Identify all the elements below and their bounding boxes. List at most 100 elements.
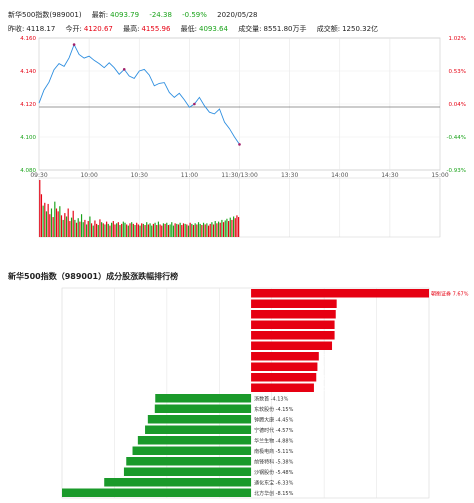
volume-bar: [55, 208, 58, 237]
volume-bar: [139, 225, 141, 237]
price-tick-left: 4.120: [20, 102, 36, 108]
ranking-bar: [62, 488, 252, 497]
ranking-bar: [126, 457, 252, 466]
volume-bar: [137, 224, 139, 237]
ranking-bar-label: 湘鼎股份 3.6%: [337, 322, 372, 329]
volume-bar: [67, 208, 69, 237]
volume-bar: [189, 222, 191, 237]
time-tick-label: 14:00: [331, 172, 348, 179]
price-line: [38, 43, 240, 145]
low-label: 最低:: [180, 25, 197, 33]
ranking-bar-label: 通化东宝 -6.33%: [254, 480, 294, 487]
price-line-layer: [38, 43, 241, 146]
volume-bar: [40, 194, 43, 237]
price-marker: [122, 68, 126, 71]
volume-bar: [152, 223, 154, 237]
ranking-bar: [251, 310, 336, 319]
ranking-bar-label: 木林森 3.6%: [337, 333, 367, 340]
volume-bar: [104, 224, 106, 237]
volume-bar: [194, 223, 196, 237]
volume-bar: [87, 221, 89, 237]
ranking-bar-label: 东方明珠 2.71%: [316, 385, 354, 392]
volume-bar: [226, 218, 228, 237]
ranking-bar-label: 山西汾酒 2.86%: [319, 364, 357, 371]
ranking-bar: [145, 425, 252, 434]
volume-bar: [191, 223, 193, 237]
volume-bar: [134, 225, 136, 237]
volume-bar: [126, 224, 128, 237]
open-group: 今开: 4120.67: [66, 25, 113, 33]
volume-bar: [57, 211, 59, 237]
ranking-bar: [251, 341, 333, 350]
ranking-bar: [251, 299, 337, 308]
price-marker: [193, 102, 196, 106]
volume-bar: [112, 221, 114, 237]
prev-close-value: 4118.17: [26, 25, 56, 33]
volume-bar: [161, 225, 163, 237]
volume-bar: [84, 219, 86, 237]
price-tick-left: 4.080: [20, 168, 36, 174]
volume-bar: [114, 224, 116, 237]
time-tick-label: 11:00: [181, 172, 198, 179]
ranking-bar: [251, 362, 318, 371]
volume-bar: [164, 223, 166, 237]
volume-bar: [122, 221, 124, 237]
volume-bar: [231, 219, 233, 237]
price-tick-right: -0.44%: [447, 135, 466, 141]
header-row-2: 昨收: 4118.17 今开: 4120.67 最高: 4155.96 最低: 4093…: [8, 24, 386, 34]
volume-bar: [169, 224, 171, 237]
volume-bar: [101, 222, 103, 237]
volume-bar: [142, 223, 144, 237]
ranking-bar: [104, 478, 252, 487]
ranking-bar-label: 湖南证券 3.49%: [334, 343, 372, 350]
ranking-frame: [61, 287, 430, 499]
ranking-bar: [251, 383, 314, 392]
time-tick-label: 09:30: [30, 172, 47, 179]
time-tick-label: 14:30: [381, 172, 398, 179]
price-tick-right: 0.04%: [449, 102, 466, 108]
volume-bar: [216, 223, 218, 237]
change-pct: -0.59%: [182, 11, 207, 19]
ranking-bar-label: 北方华创 -8.15%: [254, 490, 294, 497]
volume-value: 8551.80万手: [263, 25, 307, 33]
volume-bar: [92, 225, 94, 237]
ranking-bar-label: 浙数首 -4.13%: [254, 396, 289, 403]
volume-bar: [127, 225, 129, 237]
volume-bar: [96, 223, 98, 237]
ranking-bar: [251, 331, 335, 340]
volume-bar: [146, 222, 148, 237]
volume-bar: [121, 223, 123, 237]
volume-frame: [38, 177, 441, 238]
volume-bar: [182, 223, 185, 237]
price-axis-right: 1.02% 0.53% 0.04% -0.44% -0.93%: [447, 36, 466, 174]
volume-bar: [184, 223, 186, 237]
volume-bar: [159, 224, 161, 237]
amount-group: 成交额: 1250.32亿: [317, 25, 378, 33]
ranking-bar-label: 沙钢股份 -5.48%: [254, 469, 294, 476]
volume-bar: [60, 215, 63, 237]
volume-bar: [228, 221, 230, 237]
latest-group: 最新: 4093.79: [92, 11, 139, 19]
volume-bar: [157, 221, 159, 237]
ranking-bar: [155, 394, 252, 403]
time-tick-label: 10:00: [80, 172, 97, 179]
volume-bar: [77, 218, 79, 237]
volume-bar: [234, 218, 236, 237]
volume-bar: [238, 217, 240, 237]
price-axis-left: 4.160 4.140 4.120 4.100 4.080: [20, 36, 36, 174]
volume-bar: [176, 223, 178, 237]
volume-bar: [70, 217, 73, 237]
ranking-bar-label: 宁德时代 -4.57%: [254, 427, 294, 434]
price-tick-right: -0.93%: [447, 168, 466, 174]
volume-bar: [174, 223, 176, 237]
trade-date: 2020/05/28: [217, 11, 258, 19]
ranking-bar-label: 国腾新能 2.81%: [318, 375, 356, 382]
volume-bar: [151, 225, 153, 237]
price-tick-left: 4.160: [20, 36, 36, 42]
volume-bar: [82, 222, 84, 237]
volume-bar: [39, 180, 41, 237]
ranking-bar: [251, 352, 319, 361]
price-tick-left: 4.140: [20, 69, 36, 75]
volume-bar: [132, 223, 134, 237]
ranking-bar-label: 前锋特科 -5.38%: [254, 459, 294, 466]
